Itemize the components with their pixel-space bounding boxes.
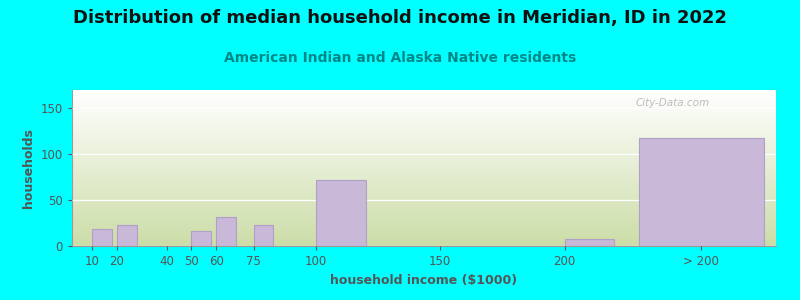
Bar <box>191 231 211 246</box>
Bar <box>316 180 366 246</box>
Text: American Indian and Alaska Native residents: American Indian and Alaska Native reside… <box>224 51 576 65</box>
Text: Distribution of median household income in Meridian, ID in 2022: Distribution of median household income … <box>73 9 727 27</box>
Bar <box>92 229 112 246</box>
Bar <box>254 225 274 246</box>
Text: City-Data.com: City-Data.com <box>635 98 710 108</box>
X-axis label: household income ($1000): household income ($1000) <box>330 274 518 286</box>
Bar <box>216 217 236 246</box>
Y-axis label: households: households <box>22 128 35 208</box>
Bar <box>639 138 763 246</box>
Bar <box>565 239 614 246</box>
Bar <box>117 225 137 246</box>
